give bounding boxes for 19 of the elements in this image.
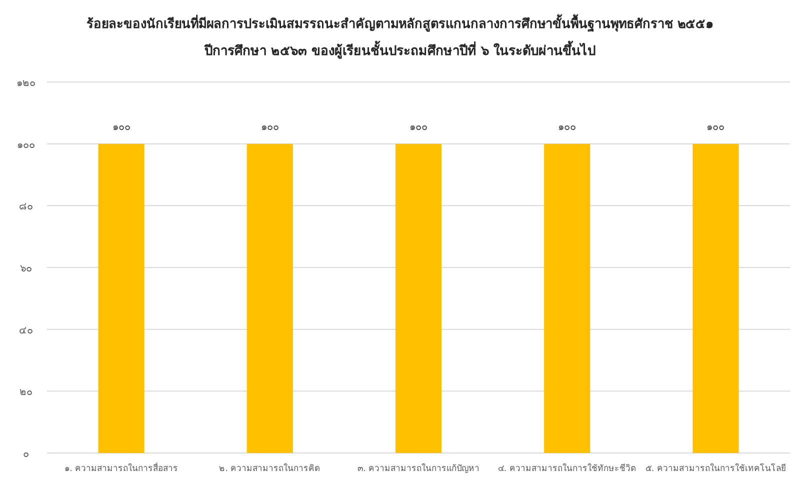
- y-tick-label: ๖๐: [20, 264, 32, 274]
- data-label: ๑๐๐: [112, 122, 130, 133]
- data-label: ๑๐๐: [410, 122, 428, 133]
- chart-title: ร้อยละของนักเรียนที่มีผลการประเมินสมรรถนะสำคัญตามหลักสูตรแกนกลางการศึกษาขั้นพื้นฐานพุทธศักราช ๒๕๕๑: [86, 14, 714, 33]
- y-tick-label: ๑๐๐: [17, 140, 35, 151]
- data-label: ๑๐๐: [558, 122, 576, 133]
- chart-subtitle: ปีการศึกษา ๒๕๖๓ ของผู้เรียนชั้นประถมศึกษาปีที่ ๖ ในระดับผ่านขึ้นไป: [203, 40, 596, 59]
- x-tick-label: ๓. ความสามารถในการแก้ปัญหา: [357, 463, 480, 474]
- data-label: ๑๐๐: [706, 122, 725, 133]
- y-tick-label: ๐: [23, 449, 29, 460]
- x-tick-label: ๒. ความสามารถในการคิด: [219, 463, 321, 474]
- y-tick-label: ๘๐: [19, 202, 33, 213]
- data-label: ๑๐๐: [260, 122, 279, 133]
- x-tick-label: ๕. ความสามารถในการใช้เทคโนโลยี: [645, 463, 786, 474]
- x-tick-label: ๑. ความสามารถในการสื่อสาร: [64, 462, 178, 474]
- y-tick-label: ๔๐: [19, 325, 33, 336]
- y-tick-label: ๒๐: [20, 387, 32, 398]
- x-tick-label: ๔. ความสามารถในการใช้ทักษะชีวิต: [498, 463, 636, 474]
- y-tick-label: ๑๒๐: [16, 78, 36, 89]
